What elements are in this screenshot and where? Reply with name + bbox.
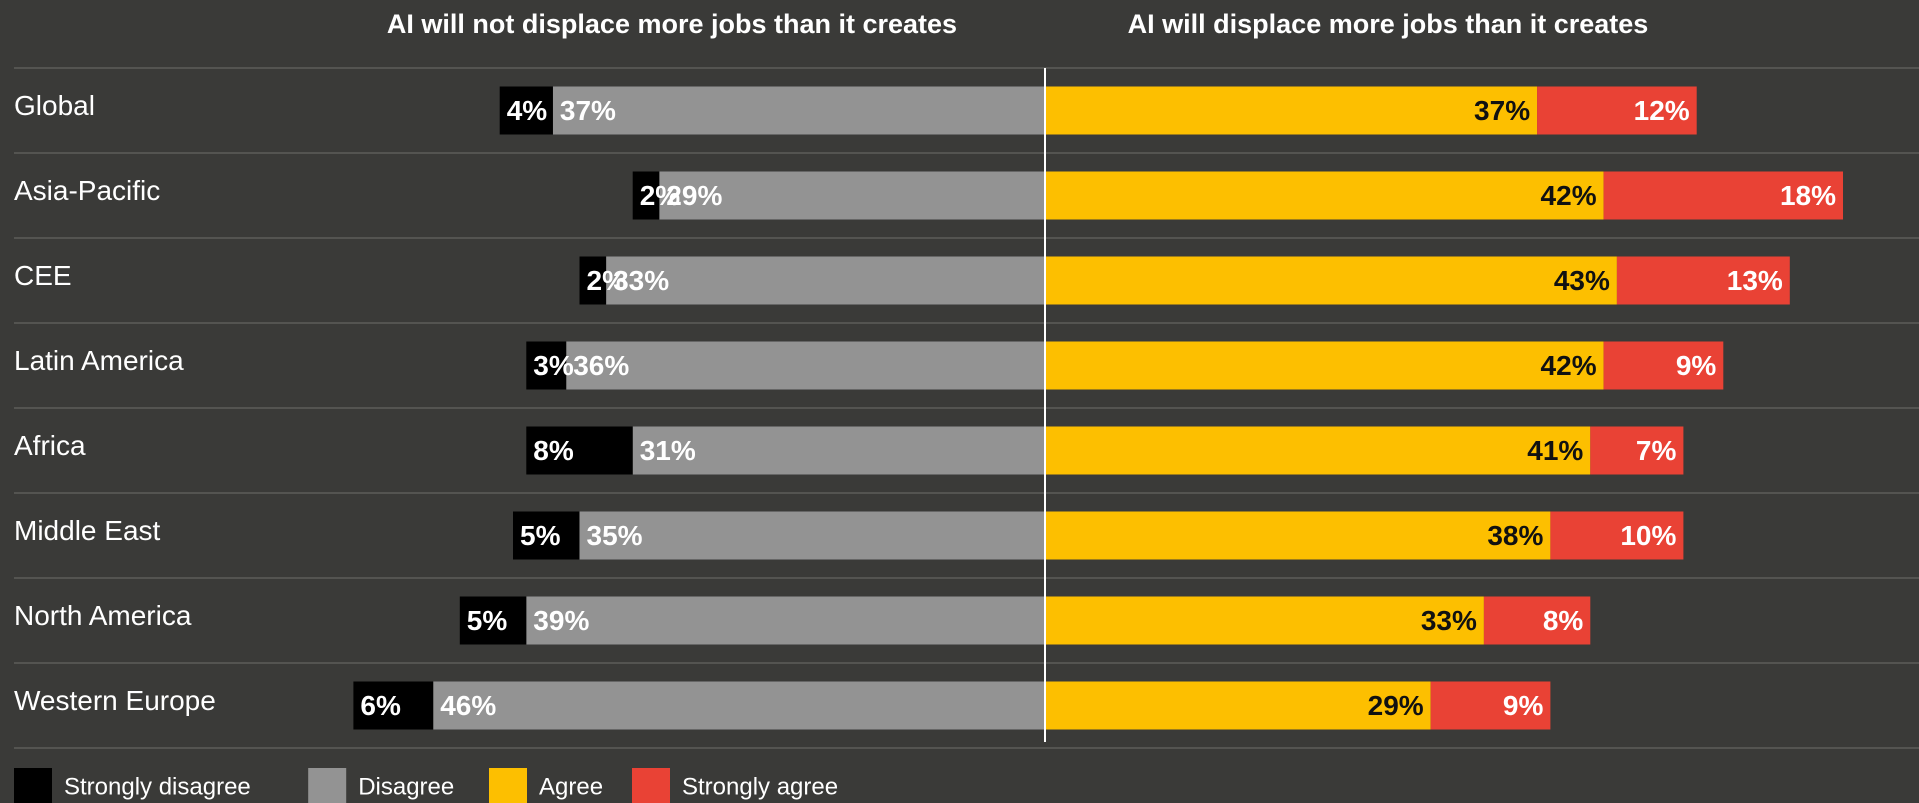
- bar-strongly-agree: [1603, 171, 1843, 220]
- row-north-america: North America 39% 5% 33% 8%: [14, 596, 1591, 645]
- value-label-disagree: 29%: [666, 180, 722, 211]
- region-label: CEE: [14, 260, 72, 291]
- value-label-disagree: 33%: [613, 265, 669, 296]
- value-label-disagree: 46%: [440, 690, 496, 721]
- value-label-strongly-agree: 9%: [1676, 350, 1717, 381]
- bar-strongly-disagree: [526, 426, 633, 475]
- header-not-displace: AI will not displace more jobs than it c…: [387, 9, 957, 39]
- value-label-strongly-disagree: 3%: [533, 350, 574, 381]
- row-latin-america: Latin America 36%3% 42% 9%: [14, 341, 1724, 390]
- value-label-disagree: 37%: [560, 95, 616, 126]
- value-label-strongly-disagree: 6%: [360, 690, 401, 721]
- region-label: Western Europe: [14, 685, 216, 716]
- legend-item-strongly-disagree: Strongly disagree: [14, 768, 251, 803]
- row-separators: [14, 67, 1919, 749]
- row-africa: Africa 31% 8% 41% 7%: [14, 426, 1684, 475]
- bar-strongly-disagree: [579, 256, 607, 305]
- value-label-strongly-disagree: 8%: [533, 435, 574, 466]
- row-global: Global 37% 4% 37% 12%: [14, 86, 1697, 135]
- value-label-agree: 42%: [1541, 350, 1597, 381]
- bar-agree: [1045, 171, 1604, 220]
- bar-strongly-agree: [1483, 596, 1591, 645]
- region-label: Africa: [14, 430, 86, 461]
- value-label-strongly-agree: 18%: [1780, 180, 1836, 211]
- value-label-strongly-disagree: 5%: [520, 520, 561, 551]
- chart-rows: Global 37%4% 37% 12%Asia-Pacific 29%2% 42% 18%…: [14, 86, 1843, 730]
- legend-swatch: [14, 768, 52, 803]
- legend-swatch: [632, 768, 670, 803]
- value-label-strongly-agree: 8%: [1543, 605, 1584, 636]
- value-label-agree: 37%: [1474, 95, 1530, 126]
- legend-swatch: [489, 768, 527, 803]
- bar-strongly-disagree: [632, 171, 660, 220]
- bar-strongly-agree: [1537, 86, 1697, 135]
- legend-item-strongly-agree: Strongly agree: [632, 768, 838, 803]
- legend-label: Disagree: [358, 773, 454, 800]
- value-label-strongly-agree: 13%: [1727, 265, 1783, 296]
- bar-strongly-agree: [1603, 341, 1724, 390]
- bar-agree: [1045, 511, 1551, 560]
- value-label-disagree: 35%: [587, 520, 643, 551]
- value-label-strongly-disagree: 2%: [640, 180, 681, 211]
- value-label-disagree: 36%: [573, 350, 629, 381]
- bar-disagree: [552, 86, 1045, 135]
- bar-agree: [1045, 86, 1538, 135]
- bar-disagree: [606, 256, 1045, 305]
- value-label-agree: 42%: [1541, 180, 1597, 211]
- bar-agree: [1045, 596, 1484, 645]
- value-label-agree: 38%: [1487, 520, 1543, 551]
- bar-disagree: [632, 426, 1045, 475]
- region-label: Middle East: [14, 515, 161, 546]
- bar-agree: [1045, 681, 1431, 730]
- region-label: Asia-Pacific: [14, 175, 160, 206]
- legend: Strongly disagree Disagree Agree Strongly a…: [14, 768, 838, 803]
- bar-strongly-disagree: [459, 596, 527, 645]
- chart-headers: AI will not displace more jobs than it c…: [387, 9, 1648, 39]
- bar-agree: [1045, 426, 1591, 475]
- legend-label: Strongly disagree: [64, 773, 251, 800]
- region-label: Latin America: [14, 345, 184, 376]
- bar-strongly-disagree: [499, 86, 553, 135]
- value-label-strongly-agree: 10%: [1620, 520, 1676, 551]
- row-middle-east: Middle East 35% 5% 38% 10%: [14, 511, 1684, 560]
- bar-agree: [1045, 256, 1617, 305]
- header-will-displace: AI will displace more jobs than it creat…: [1128, 9, 1649, 39]
- value-label-agree: 41%: [1527, 435, 1583, 466]
- legend-swatch: [308, 768, 347, 803]
- bar-agree: [1045, 341, 1604, 390]
- value-label-strongly-disagree: 5%: [467, 605, 508, 636]
- value-label-strongly-disagree: 2%: [587, 265, 628, 296]
- value-label-strongly-disagree: 4%: [507, 95, 548, 126]
- bar-disagree: [659, 171, 1045, 220]
- legend-label: Strongly agree: [682, 773, 838, 800]
- bar-disagree: [433, 681, 1045, 730]
- legend-item-disagree: Disagree: [308, 768, 454, 803]
- bar-strongly-agree: [1550, 511, 1684, 560]
- bar-disagree: [526, 596, 1045, 645]
- bar-strongly-disagree: [513, 511, 580, 560]
- bar-strongly-agree: [1430, 681, 1551, 730]
- value-label-agree: 33%: [1421, 605, 1477, 636]
- value-label-disagree: 39%: [533, 605, 589, 636]
- row-western-europe: Western Europe 46% 6% 29% 9%: [14, 681, 1551, 730]
- bar-strongly-agree: [1616, 256, 1790, 305]
- value-label-strongly-agree: 9%: [1503, 690, 1544, 721]
- value-label-agree: 43%: [1554, 265, 1610, 296]
- legend-label: Agree: [539, 773, 603, 800]
- region-label: Global: [14, 90, 95, 121]
- row-asia-pacific: Asia-Pacific 29%2% 42% 18%: [14, 171, 1843, 220]
- bar-strongly-disagree: [353, 681, 434, 730]
- row-cee: CEE 33%2% 43% 13%: [14, 256, 1790, 305]
- bar-strongly-agree: [1590, 426, 1684, 475]
- legend-item-agree: Agree: [489, 768, 603, 803]
- bar-strongly-disagree: [526, 341, 567, 390]
- value-label-strongly-agree: 7%: [1636, 435, 1677, 466]
- value-label-agree: 29%: [1368, 690, 1424, 721]
- region-label: North America: [14, 600, 192, 631]
- bar-disagree: [566, 341, 1045, 390]
- bar-disagree: [579, 511, 1045, 560]
- value-label-strongly-agree: 12%: [1634, 95, 1690, 126]
- value-label-disagree: 31%: [640, 435, 696, 466]
